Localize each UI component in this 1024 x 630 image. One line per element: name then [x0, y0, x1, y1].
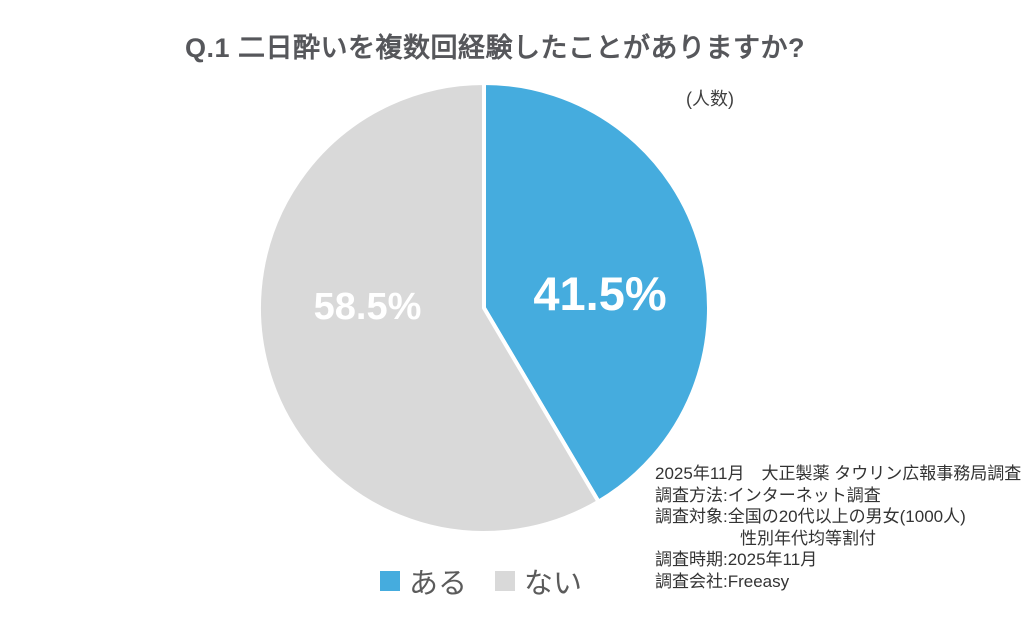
legend-item-nai: ない	[495, 560, 582, 602]
legend-item-aru: ある	[380, 560, 467, 602]
footnote-line: 調査時期:2025年11月	[655, 550, 818, 569]
legend-swatch-nai	[495, 571, 516, 591]
chart-title: Q.1 二日酔いを複数回経験したことがありますか?	[184, 33, 805, 63]
pie-chart	[256, 80, 712, 536]
survey-footnote: 2025年11月 大正製薬 タウリン広報事務局調査 調査方法:インターネット調査…	[655, 463, 1021, 592]
legend-swatch-aru	[380, 571, 400, 591]
footnote-line: 調査方法:インターネット調査	[655, 485, 881, 505]
pie-chart-svg	[257, 81, 711, 535]
pie-slice-value-nai: 58.5%	[313, 286, 422, 328]
chart-legend: ある ない	[380, 560, 582, 602]
pie-slice	[257, 81, 601, 535]
legend-label-aru: ある	[409, 568, 468, 600]
footnote-line: 調査対象:全国の20代以上の男女(1000人)	[655, 507, 966, 526]
footnote-line: 性別年代均等割付	[740, 528, 876, 548]
pie-slice	[482, 81, 711, 504]
pie-slice-value-aru: 41.5%	[533, 267, 667, 320]
unit-note: (人数)	[686, 89, 734, 109]
footnote-line: 2025年11月 大正製薬 タウリン広報事務局調査	[655, 464, 1022, 483]
legend-label-nai: ない	[524, 568, 583, 600]
footnote-line: 調査会社:Freeasy	[655, 571, 790, 591]
